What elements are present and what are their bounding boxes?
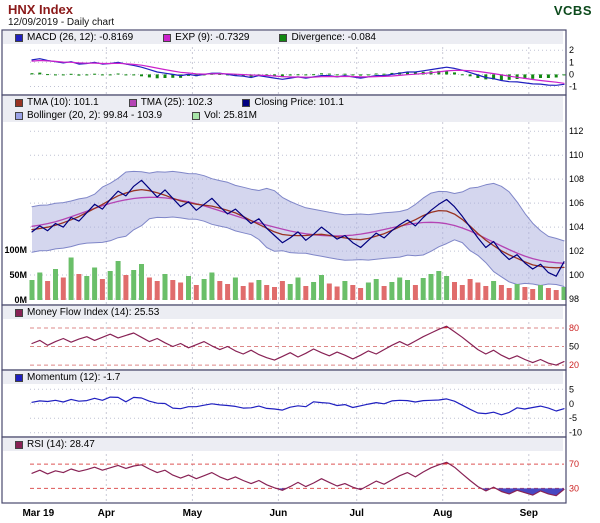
rsi-legend-item: RSI (14): 28.47 xyxy=(15,439,95,450)
svg-text:-5: -5 xyxy=(569,413,577,423)
svg-text:Sep: Sep xyxy=(520,508,538,519)
momentum-swatch-icon xyxy=(15,373,23,382)
svg-text:106: 106 xyxy=(569,198,584,208)
svg-text:112: 112 xyxy=(569,126,583,136)
bollinger-swatch-icon xyxy=(15,111,23,120)
closing-price-swatch-icon xyxy=(242,98,251,107)
svg-text:98: 98 xyxy=(569,294,579,304)
divergence-legend-item: Divergence: -0.084 xyxy=(279,32,376,43)
divergence-swatch-icon xyxy=(279,33,288,42)
svg-text:1: 1 xyxy=(569,57,574,67)
tma25-label: TMA (25): 102.3 xyxy=(140,97,213,108)
svg-text:Jun: Jun xyxy=(270,508,288,519)
exp-label: EXP (9): -0.7329 xyxy=(175,32,250,43)
mfi-label: Money Flow Index (14): 25.53 xyxy=(27,307,160,318)
tma10-legend-item: TMA (10): 101.1 xyxy=(15,97,99,108)
svg-text:Apr: Apr xyxy=(98,508,115,519)
mfi-swatch-icon xyxy=(15,308,23,317)
volume-legend-item: Vol: 25.81M xyxy=(192,110,257,121)
brand-logo: VCBS xyxy=(553,3,592,18)
momentum-legend-item: Momentum (12): -1.7 xyxy=(15,372,120,383)
divergence-label: Divergence: -0.084 xyxy=(291,32,376,43)
momentum-label: Momentum (12): -1.7 xyxy=(27,372,121,383)
svg-text:110: 110 xyxy=(569,150,583,160)
closing-price-label: Closing Price: 101.1 xyxy=(254,97,344,108)
chart-subtitle: 12/09/2019 - Daily chart xyxy=(8,17,115,28)
macd-label: MACD (26, 12): -0.8169 xyxy=(27,32,134,43)
svg-text:50: 50 xyxy=(569,342,579,352)
rsi-label: RSI (14): 28.47 xyxy=(27,439,95,450)
tma10-label: TMA (10): 101.1 xyxy=(27,97,99,108)
bollinger-legend-item: Bollinger (20, 2): 99.84 - 103.9 xyxy=(15,110,162,121)
price-legend-row1: TMA (10): 101.1 TMA (25): 102.3 Closing … xyxy=(3,96,563,109)
rsi-legend: RSI (14): 28.47 xyxy=(3,438,563,451)
volume-label: Vol: 25.81M xyxy=(204,110,257,121)
svg-text:80: 80 xyxy=(569,323,579,333)
exp-legend-item: EXP (9): -0.7329 xyxy=(163,32,249,43)
svg-text:70: 70 xyxy=(569,459,579,469)
svg-text:104: 104 xyxy=(569,222,584,232)
svg-text:Jul: Jul xyxy=(349,508,364,519)
svg-text:0: 0 xyxy=(569,399,574,409)
svg-text:May: May xyxy=(183,508,203,519)
rsi-swatch-icon xyxy=(15,440,23,449)
svg-text:Mar 19: Mar 19 xyxy=(22,508,54,519)
svg-text:2: 2 xyxy=(569,45,574,55)
svg-text:102: 102 xyxy=(569,246,584,256)
exp-swatch-icon xyxy=(163,33,172,42)
volume-swatch-icon xyxy=(192,111,201,120)
macd-swatch-icon xyxy=(15,33,23,42)
bollinger-label: Bollinger (20, 2): 99.84 - 103.9 xyxy=(27,110,163,121)
svg-text:100M: 100M xyxy=(4,245,27,255)
page-title: HNX Index xyxy=(8,2,74,17)
tma25-swatch-icon xyxy=(128,98,137,107)
macd-legend-item: MACD (26, 12): -0.8169 xyxy=(15,32,133,43)
closing-price-legend-item: Closing Price: 101.1 xyxy=(242,97,344,108)
macd-legend: MACD (26, 12): -0.8169 EXP (9): -0.7329 … xyxy=(3,31,563,44)
svg-text:5: 5 xyxy=(569,384,574,394)
mfi-legend: Money Flow Index (14): 25.53 xyxy=(3,306,563,319)
svg-text:20: 20 xyxy=(569,360,579,370)
svg-text:0M: 0M xyxy=(14,295,27,305)
svg-text:30: 30 xyxy=(569,483,579,493)
svg-text:0: 0 xyxy=(569,69,574,79)
mfi-legend-item: Money Flow Index (14): 25.53 xyxy=(15,307,159,318)
price-legend-row2: Bollinger (20, 2): 99.84 - 103.9 Vol: 25… xyxy=(3,109,563,122)
svg-text:108: 108 xyxy=(569,174,584,184)
svg-text:100: 100 xyxy=(569,270,584,280)
tma25-legend-item: TMA (25): 102.3 xyxy=(128,97,213,108)
svg-text:50M: 50M xyxy=(9,270,27,280)
svg-text:Aug: Aug xyxy=(433,508,452,519)
momentum-legend: Momentum (12): -1.7 xyxy=(3,371,563,384)
tma10-swatch-icon xyxy=(15,98,23,107)
svg-text:-10: -10 xyxy=(569,428,582,438)
svg-text:-1: -1 xyxy=(569,82,577,92)
